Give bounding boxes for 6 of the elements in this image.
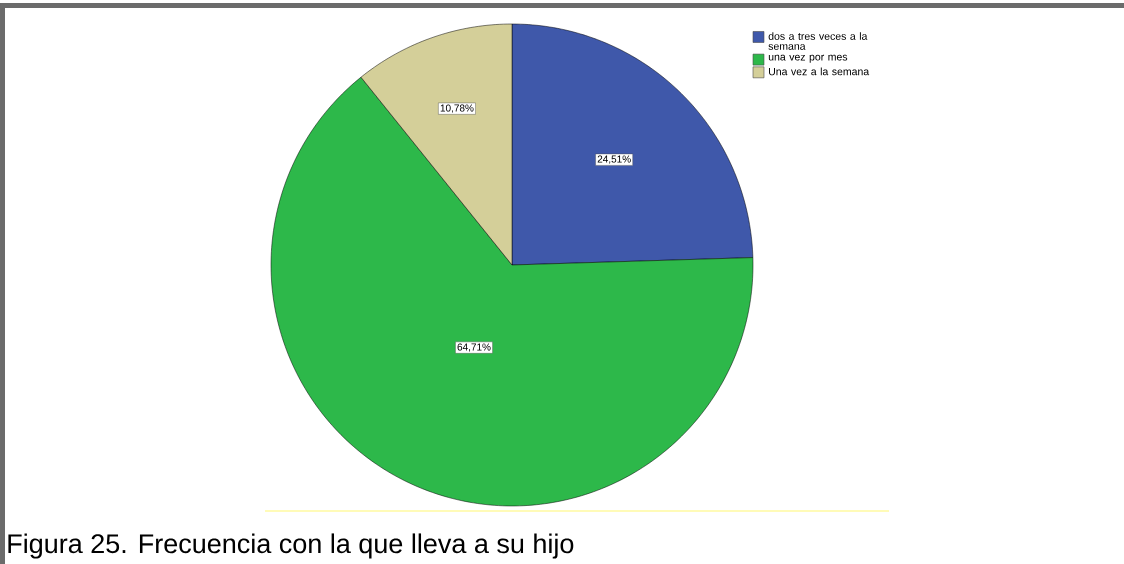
legend-label: Una vez a la semana [769,67,870,76]
data-label: 64,71% [457,343,491,352]
data-label: 10,78% [440,104,474,113]
data-label: 24,51% [597,155,631,164]
legend-label: una vez por mes [768,54,848,63]
text: Figura 25. Frecuencia con la que lleva a su hijo [8,533,574,559]
